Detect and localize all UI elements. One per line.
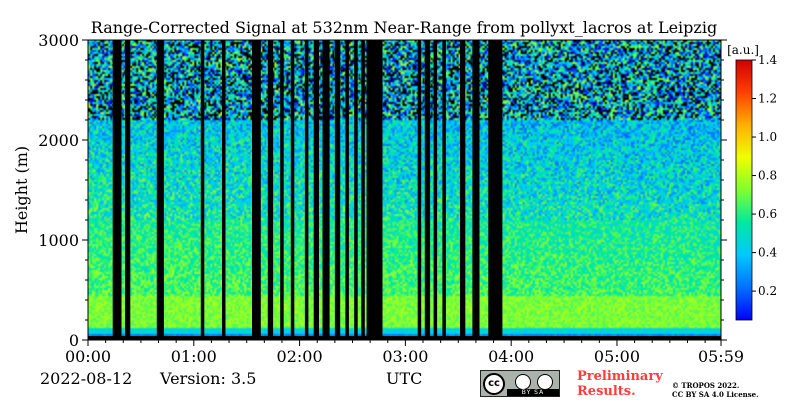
- preliminary-line1: Preliminary: [577, 369, 663, 384]
- no-data-gap: [156, 40, 164, 340]
- colorbar-tick-label: 1.4: [758, 53, 777, 67]
- x-tick-label: 03:00: [382, 347, 428, 366]
- no-data-gap: [280, 40, 284, 340]
- colorbar-label: [a.u.]: [727, 43, 759, 57]
- footer-version: Version: 3.5: [160, 369, 257, 388]
- no-data-gap: [222, 40, 226, 340]
- x-tick-label: 01:00: [171, 347, 217, 366]
- x-tick-label: 05:59: [698, 347, 744, 366]
- no-data-gap: [366, 40, 383, 340]
- preliminary-notice: Preliminary Results.: [577, 369, 663, 399]
- no-data-gap: [334, 40, 341, 340]
- colorbar-tick-label: 0.2: [758, 284, 777, 298]
- no-data-gap: [361, 40, 365, 340]
- no-data-gap: [460, 40, 466, 340]
- plot-area: [87, 39, 722, 341]
- copyright-notice: © TROPOS 2022. CC BY SA 4.0 License.: [672, 381, 759, 399]
- colorbar-tick-label: 0.6: [758, 207, 777, 221]
- copyright-line2: CC BY SA 4.0 License.: [672, 390, 759, 399]
- no-data-gap: [267, 40, 274, 340]
- no-data-gap: [442, 40, 446, 340]
- y-tick-label: 1000: [38, 231, 79, 250]
- x-tick-label: 04:00: [488, 347, 534, 366]
- no-data-gap: [417, 40, 422, 340]
- heatmap-image: [88, 40, 721, 340]
- no-data-gap: [112, 40, 122, 340]
- colorbar-scale: [735, 59, 753, 321]
- no-data-gap: [424, 40, 431, 340]
- x-tick-label: 02:00: [277, 347, 323, 366]
- no-data-gap: [200, 40, 205, 340]
- x-tick-label: 00:00: [65, 347, 111, 366]
- y-tick-label: 3000: [38, 31, 79, 50]
- no-data-gap: [290, 40, 295, 340]
- no-data-gap: [322, 40, 330, 340]
- share-alike-icon: [537, 374, 553, 390]
- plot-frame: [87, 39, 722, 341]
- cc-strip-label: BY SA: [507, 389, 559, 396]
- colorbar-tick-label: 1.2: [758, 92, 777, 106]
- person-icon: [515, 374, 531, 390]
- colorbar: [a.u.] 0.2 0.4 0.6 0.8 1.0 1.2 1.4: [727, 43, 777, 321]
- no-data-gap: [488, 40, 503, 340]
- ground-band: [88, 336, 721, 340]
- y-tick-label: 2000: [38, 131, 79, 150]
- copyright-line1: © TROPOS 2022.: [672, 381, 740, 390]
- no-data-gap: [313, 40, 319, 340]
- x-axis-label: UTC: [386, 369, 423, 388]
- colorbar-tick-label: 0.8: [758, 169, 777, 183]
- no-data-gap: [252, 40, 261, 340]
- y-axis: 0 1000 2000 3000: [38, 31, 727, 350]
- preliminary-line2: Results.: [577, 384, 636, 399]
- y-tick-label: 0: [69, 331, 79, 350]
- chart-title: Range-Corrected Signal at 532nm Near-Ran…: [91, 18, 717, 37]
- cc-license-badge[interactable]: cc BY SA: [480, 370, 560, 397]
- footer-date: 2022-08-12: [40, 369, 133, 388]
- no-data-gap: [472, 40, 480, 340]
- colorbar-tick-label: 0.4: [758, 246, 777, 260]
- no-data-gaps: [88, 40, 721, 340]
- no-data-gap: [125, 40, 131, 340]
- y-axis-label: Height (m): [12, 146, 31, 234]
- no-data-gap: [354, 40, 358, 340]
- x-axis: 00:00 01:00 02:00 03:00 04:00 05:00 05:59: [65, 340, 744, 366]
- cc-logo-icon: cc: [483, 373, 505, 395]
- x-tick-label: 05:00: [594, 347, 640, 366]
- no-data-gap: [433, 40, 438, 340]
- colorbar-tick-label: 1.0: [758, 130, 777, 144]
- no-data-gap: [304, 40, 309, 340]
- no-data-gap: [345, 40, 349, 340]
